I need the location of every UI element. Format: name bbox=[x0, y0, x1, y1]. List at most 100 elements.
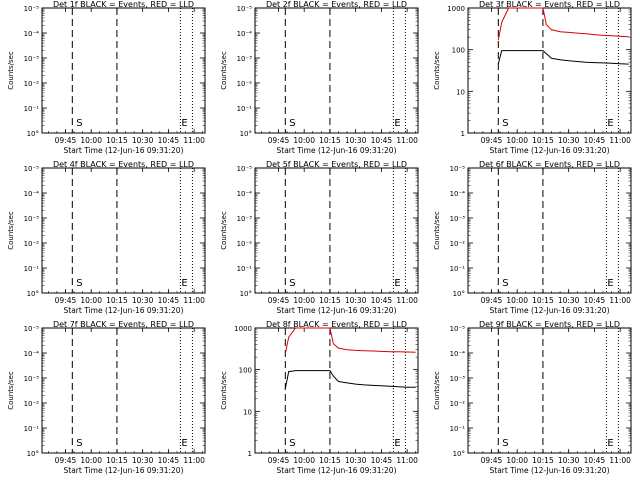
y-tick-label: 10⁻⁵ bbox=[450, 165, 466, 173]
x-tick-label: 11:00 bbox=[183, 296, 205, 305]
y-tick-label: 10⁻¹ bbox=[237, 265, 253, 273]
x-tick-label: 10:00 bbox=[506, 296, 528, 305]
plot-frame bbox=[254, 167, 419, 294]
y-tick-label: 10° bbox=[27, 290, 39, 298]
series-lld-line bbox=[284, 327, 416, 354]
x-tick-label: 10:00 bbox=[506, 136, 528, 145]
y-axis-label: Counts/sec bbox=[7, 211, 15, 250]
x-axis-label: Start Time (12-Jun-16 09:31:20) bbox=[277, 466, 397, 475]
x-tick-label: 10:00 bbox=[506, 456, 528, 465]
x-tick-label: 11:00 bbox=[396, 136, 418, 145]
end-marker-label: E bbox=[181, 278, 187, 289]
panel-title: Det 1f BLACK = Events, RED = LLD bbox=[53, 0, 194, 9]
x-tick-label: 09:45 bbox=[481, 296, 503, 305]
start-marker-label: S bbox=[289, 278, 295, 289]
x-tick-label: 10:30 bbox=[132, 456, 154, 465]
y-tick-label: 10⁻¹ bbox=[24, 105, 40, 113]
x-tick-label: 09:45 bbox=[55, 136, 77, 145]
y-tick-label: 10⁻⁵ bbox=[237, 5, 253, 13]
x-tick-label: 10:00 bbox=[80, 136, 102, 145]
panel-title: Det 3f BLACK = Events, RED = LLD bbox=[479, 0, 620, 9]
start-marker-label: S bbox=[502, 278, 508, 289]
end-marker-label: E bbox=[394, 438, 400, 449]
x-tick-label: 10:30 bbox=[132, 136, 154, 145]
y-tick-label: 10⁻⁴ bbox=[24, 190, 40, 198]
y-tick-label: 10° bbox=[240, 290, 252, 298]
y-tick-label: 1 bbox=[461, 130, 465, 138]
y-tick-label: 10⁻² bbox=[237, 80, 253, 88]
end-marker-label: E bbox=[394, 278, 400, 289]
y-tick-label: 10⁻⁵ bbox=[24, 325, 40, 333]
y-tick-label: 10⁻⁴ bbox=[24, 30, 40, 38]
y-tick-label: 10⁻³ bbox=[24, 55, 40, 63]
panel-title: Det 7f BLACK = Events, RED = LLD bbox=[53, 320, 194, 329]
x-tick-label: 10:45 bbox=[371, 296, 393, 305]
y-axis-label: Counts/sec bbox=[433, 211, 441, 250]
x-tick-label: 10:00 bbox=[80, 456, 102, 465]
y-tick-label: 10⁻¹ bbox=[450, 265, 466, 273]
x-tick-label: 10:15 bbox=[532, 296, 554, 305]
y-tick-label: 10⁻³ bbox=[450, 215, 466, 223]
x-tick-label: 10:45 bbox=[158, 136, 180, 145]
plot-frame bbox=[41, 327, 206, 454]
start-marker-label: S bbox=[289, 438, 295, 449]
y-tick-label: 10⁻¹ bbox=[450, 425, 466, 433]
series-lld-line bbox=[497, 7, 629, 41]
y-tick-label: 10⁻⁴ bbox=[450, 350, 466, 358]
end-marker-label: E bbox=[607, 438, 613, 449]
panel-title: Det 9f BLACK = Events, RED = LLD bbox=[479, 320, 620, 329]
panel-det-7f: Det 7f BLACK = Events, RED = LLD Counts/s… bbox=[7, 320, 206, 475]
series-events-line bbox=[284, 370, 416, 389]
x-tick-label: 11:00 bbox=[396, 296, 418, 305]
y-tick-label: 10⁻⁵ bbox=[24, 5, 40, 13]
y-tick-label: 10° bbox=[27, 450, 39, 458]
panel-det-4f: Det 4f BLACK = Events, RED = LLD Counts/s… bbox=[7, 160, 206, 315]
plot-frame bbox=[467, 167, 632, 294]
y-axis-label: Counts/sec bbox=[433, 51, 441, 90]
x-axis-label: Start Time (12-Jun-16 09:31:20) bbox=[277, 306, 397, 315]
x-tick-label: 10:15 bbox=[319, 136, 341, 145]
x-axis-label: Start Time (12-Jun-16 09:31:20) bbox=[64, 146, 184, 155]
y-tick-label: 1 bbox=[248, 450, 252, 458]
y-tick-label: 10 bbox=[456, 88, 465, 96]
y-tick-label: 10⁻⁵ bbox=[237, 165, 253, 173]
x-tick-label: 10:30 bbox=[558, 456, 580, 465]
y-axis-label: Counts/sec bbox=[220, 211, 228, 250]
y-tick-label: 100 bbox=[452, 47, 465, 55]
panel-title: Det 5f BLACK = Events, RED = LLD bbox=[266, 160, 407, 169]
x-tick-label: 10:30 bbox=[132, 296, 154, 305]
end-marker-label: E bbox=[607, 118, 613, 129]
end-marker-label: E bbox=[181, 438, 187, 449]
series-events-line bbox=[497, 50, 629, 65]
end-marker-label: E bbox=[394, 118, 400, 129]
y-tick-label: 10 bbox=[243, 408, 252, 416]
y-tick-label: 10⁻³ bbox=[237, 55, 253, 63]
y-tick-label: 10⁻³ bbox=[450, 375, 466, 383]
x-tick-label: 10:15 bbox=[532, 136, 554, 145]
x-tick-label: 09:45 bbox=[55, 456, 77, 465]
y-tick-label: 10° bbox=[240, 130, 252, 138]
y-tick-label: 10⁻⁴ bbox=[237, 190, 253, 198]
plot-frame bbox=[254, 327, 419, 454]
y-tick-label: 10⁻² bbox=[24, 400, 40, 408]
x-tick-label: 10:00 bbox=[293, 136, 315, 145]
x-axis-label: Start Time (12-Jun-16 09:31:20) bbox=[490, 466, 610, 475]
y-tick-label: 10° bbox=[453, 290, 465, 298]
x-tick-label: 09:45 bbox=[481, 456, 503, 465]
y-tick-label: 10° bbox=[453, 450, 465, 458]
plot-frame bbox=[41, 7, 206, 134]
panel-title: Det 4f BLACK = Events, RED = LLD bbox=[53, 160, 194, 169]
panel-det-5f: Det 5f BLACK = Events, RED = LLD Counts/s… bbox=[220, 160, 419, 315]
end-marker-label: E bbox=[181, 118, 187, 129]
y-tick-label: 10⁻² bbox=[450, 240, 466, 248]
panel-det-3f: Det 3f BLACK = Events, RED = LLD Counts/s… bbox=[433, 0, 632, 155]
x-tick-label: 11:00 bbox=[609, 456, 631, 465]
panel-title: Det 6f BLACK = Events, RED = LLD bbox=[479, 160, 620, 169]
start-marker-label: S bbox=[502, 118, 508, 129]
y-tick-label: 10⁻⁴ bbox=[237, 30, 253, 38]
x-tick-label: 11:00 bbox=[183, 136, 205, 145]
y-tick-label: 10⁻⁵ bbox=[24, 165, 40, 173]
start-marker-label: S bbox=[76, 118, 82, 129]
panel-det-1f: Det 1f BLACK = Events, RED = LLD Counts/s… bbox=[7, 0, 206, 155]
y-tick-label: 10° bbox=[27, 130, 39, 138]
